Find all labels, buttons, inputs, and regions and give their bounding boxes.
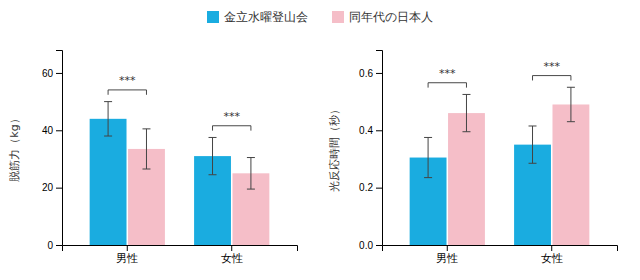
legend-swatch — [207, 11, 219, 23]
significance-bracket — [213, 126, 251, 131]
legend: 金立水曜登山会 同年代の日本人 — [207, 10, 433, 24]
error-bar — [424, 137, 432, 177]
significance-bracket — [533, 76, 571, 81]
chart-root: 金立水曜登山会同年代の日本人0204060男性女性脱筋力（kg）******0.… — [0, 0, 640, 280]
legend-item: 同年代の日本人 — [332, 10, 433, 24]
significance-label: *** — [543, 60, 560, 73]
y-tick-label: 0.2 — [359, 182, 373, 193]
y-tick-label: 0 — [47, 240, 53, 251]
y-tick-label: 60 — [42, 68, 54, 79]
y-tick-label: 40 — [42, 125, 54, 136]
x-tick-label: 女性 — [541, 252, 563, 264]
y-axis-title: 脱筋力（kg） — [8, 113, 21, 181]
y-tick-mark — [56, 245, 62, 246]
y-tick-label: 0.0 — [359, 240, 373, 251]
significance-label: *** — [439, 67, 456, 80]
y-tick-mark — [376, 130, 382, 131]
y-tick-mark — [376, 245, 382, 246]
y-tick-mark — [56, 130, 62, 131]
axis-domain — [56, 51, 63, 246]
y-tick-mark — [56, 188, 62, 189]
error-bar-line — [462, 94, 470, 131]
x-tick: 男性 — [436, 245, 458, 264]
bar — [552, 104, 589, 245]
significance-label: *** — [119, 74, 136, 87]
error-bar — [529, 126, 537, 163]
x-axis: 男性 女性 — [63, 245, 298, 264]
error-bar — [209, 137, 217, 174]
axis-domain — [376, 51, 383, 246]
error-bar — [567, 87, 575, 121]
legend-item: 金立水曜登山会 — [207, 10, 308, 24]
x-tick-label: 女性 — [221, 252, 243, 264]
y-tick: 40 — [42, 125, 62, 136]
y-tick: 20 — [42, 182, 62, 193]
plot-marks — [90, 102, 270, 245]
x-tick-mark — [231, 245, 232, 251]
error-bar-line — [104, 102, 112, 136]
y-axis: 0 20 40 60 — [42, 51, 63, 251]
error-bar-line — [529, 126, 537, 163]
x-tick: 女性 — [541, 245, 563, 264]
axis-domain — [63, 246, 298, 252]
y-axis-title: 光反応時間（秒） — [328, 104, 341, 192]
y-axis: 0.0 0.2 0.4 0.6 — [359, 51, 382, 251]
x-tick-mark — [551, 245, 552, 251]
legend-label: 同年代の日本人 — [349, 10, 433, 24]
x-tick: 男性 — [116, 245, 138, 264]
annotations: *** *** — [108, 74, 251, 131]
error-bar-line — [424, 137, 432, 177]
significance-label: *** — [223, 110, 240, 123]
bar — [90, 119, 127, 245]
error-bar-line — [142, 129, 150, 169]
chart-panel: 0.0 0.2 0.4 0.6 男性 女性 光反応時間（秒） *** *** — [328, 51, 618, 264]
y-tick: 60 — [42, 68, 62, 79]
error-bar — [104, 102, 112, 136]
annotations: *** *** — [428, 60, 571, 88]
y-tick: 0 — [47, 240, 62, 251]
error-bar-line — [567, 87, 575, 121]
x-tick: 女性 — [221, 245, 243, 264]
y-tick: 0.6 — [359, 68, 382, 79]
x-tick-label: 男性 — [436, 252, 458, 264]
y-tick: 0.4 — [359, 125, 382, 136]
error-bar — [462, 94, 470, 131]
plot-marks — [410, 87, 590, 245]
chart-panel: 0 20 40 60 男性 女性 脱筋力（kg） *** *** — [8, 51, 298, 264]
error-bar — [142, 129, 150, 169]
legend-label: 金立水曜登山会 — [224, 10, 308, 24]
y-tick: 0.0 — [359, 240, 382, 251]
y-tick-label: 20 — [42, 182, 54, 193]
axis-domain — [383, 246, 618, 252]
bar — [448, 113, 485, 245]
y-tick-label: 0.6 — [359, 68, 373, 79]
x-tick-mark — [127, 245, 128, 251]
x-tick-label: 男性 — [116, 252, 138, 264]
significance-bracket — [108, 90, 146, 95]
error-bar — [247, 158, 255, 190]
y-tick-label: 0.4 — [359, 125, 373, 136]
significance-bracket — [428, 83, 466, 88]
x-axis: 男性 女性 — [383, 245, 618, 264]
error-bar-line — [209, 137, 217, 174]
error-bar-line — [247, 158, 255, 190]
y-tick-mark — [376, 188, 382, 189]
legend-swatch — [332, 11, 344, 23]
y-tick-mark — [56, 73, 62, 74]
x-tick-mark — [447, 245, 448, 251]
y-tick: 0.2 — [359, 182, 382, 193]
y-tick-mark — [376, 73, 382, 74]
